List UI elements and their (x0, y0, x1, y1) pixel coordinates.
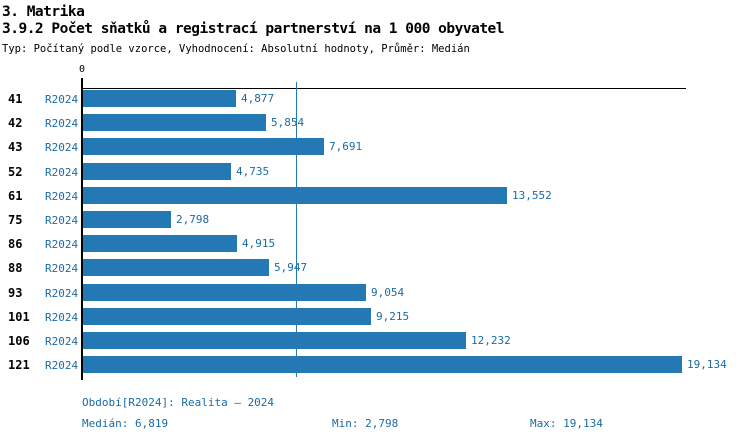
footer-max: Max: 19,134 (530, 417, 603, 430)
bar-value-label: 9,054 (371, 286, 405, 299)
district-code: 88 (8, 261, 23, 275)
bar-value-label: 4,915 (242, 237, 276, 250)
series-label: R2024 (45, 311, 79, 324)
district-code: 43 (8, 140, 23, 154)
footer-median: Medián: 6,819 (82, 417, 169, 430)
bar-value-label: 12,232 (471, 334, 511, 347)
x-axis-line (82, 88, 686, 89)
bar (83, 187, 507, 204)
bar-value-label: 19,134 (687, 358, 727, 371)
chart-title: 3.9.2 Počet sňatků a registrací partners… (2, 21, 505, 37)
district-code: 61 (8, 189, 23, 203)
bar-value-label: 5,947 (274, 261, 308, 274)
bar-value-label: 4,877 (241, 92, 275, 105)
series-label: R2024 (45, 214, 79, 227)
footer-min: Min: 2,798 (332, 417, 399, 430)
chart-subtitle: Typ: Počítaný podle vzorce, Vyhodnocení:… (2, 43, 470, 55)
district-code: 93 (8, 286, 23, 300)
series-label: R2024 (45, 93, 79, 106)
district-code: 101 (8, 310, 30, 324)
bar-value-label: 4,735 (236, 165, 270, 178)
series-label: R2024 (45, 287, 79, 300)
district-code: 106 (8, 334, 30, 348)
bar (83, 332, 466, 349)
median-line (296, 82, 297, 377)
district-code: 52 (8, 165, 23, 179)
axis-origin-label: 0 (78, 64, 86, 75)
bar (83, 90, 236, 107)
bar (83, 163, 231, 180)
series-label: R2024 (45, 190, 79, 203)
bar (83, 308, 371, 325)
district-code: 41 (8, 92, 23, 106)
bar (83, 284, 366, 301)
y-axis-line (81, 78, 83, 380)
bar (83, 114, 266, 131)
bar-value-label: 5,854 (271, 116, 305, 129)
bar (83, 259, 269, 276)
district-code: 75 (8, 213, 23, 227)
bar-value-label: 7,691 (329, 140, 363, 153)
bar-value-label: 2,798 (176, 213, 210, 226)
district-code: 86 (8, 237, 23, 251)
bar-value-label: 13,552 (512, 189, 552, 202)
series-label: R2024 (45, 262, 79, 275)
footer-period: Období[R2024]: Realita – 2024 (82, 396, 275, 409)
series-label: R2024 (45, 359, 79, 372)
district-code: 42 (8, 116, 23, 130)
series-label: R2024 (45, 141, 79, 154)
bar (83, 211, 171, 228)
bar-value-label: 9,215 (376, 310, 410, 323)
bar (83, 356, 682, 373)
series-label: R2024 (45, 335, 79, 348)
section-title: 3. Matrika (2, 4, 85, 20)
series-label: R2024 (45, 166, 79, 179)
bar (83, 235, 237, 252)
series-label: R2024 (45, 238, 79, 251)
district-code: 121 (8, 358, 30, 372)
bar (83, 138, 324, 155)
series-label: R2024 (45, 117, 79, 130)
